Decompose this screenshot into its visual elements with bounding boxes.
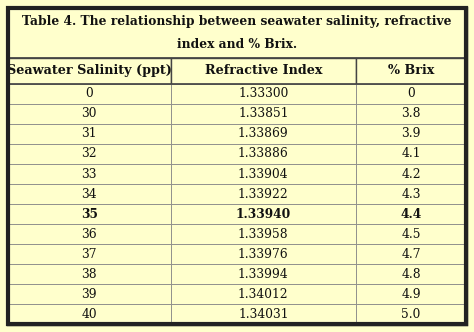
Bar: [8, 224, 171, 244]
Text: Refractive Index: Refractive Index: [205, 64, 322, 77]
Text: 4.1: 4.1: [401, 147, 421, 160]
Bar: [356, 58, 466, 84]
Bar: [171, 284, 356, 304]
Text: 39: 39: [82, 288, 97, 300]
Bar: [171, 224, 356, 244]
Bar: [356, 264, 466, 284]
Text: 4.7: 4.7: [401, 247, 421, 261]
Text: 30: 30: [82, 108, 97, 121]
Bar: [8, 184, 171, 204]
Bar: [8, 284, 171, 304]
Bar: [171, 204, 356, 224]
Bar: [356, 84, 466, 104]
Text: 4.9: 4.9: [401, 288, 421, 300]
Text: 1.33904: 1.33904: [238, 168, 289, 181]
Bar: [8, 84, 171, 104]
Text: 34: 34: [82, 188, 97, 201]
Text: 33: 33: [82, 168, 97, 181]
Text: index and % Brix.: index and % Brix.: [177, 38, 297, 50]
Text: 1.33976: 1.33976: [238, 247, 289, 261]
Bar: [171, 164, 356, 184]
Text: 5.0: 5.0: [401, 307, 421, 320]
Text: 38: 38: [82, 268, 97, 281]
Text: 4.2: 4.2: [401, 168, 421, 181]
Bar: [356, 184, 466, 204]
Bar: [171, 144, 356, 164]
Bar: [8, 204, 171, 224]
Bar: [356, 164, 466, 184]
Bar: [356, 204, 466, 224]
Text: 0: 0: [407, 88, 415, 101]
Bar: [356, 224, 466, 244]
Bar: [171, 58, 356, 84]
Bar: [8, 124, 171, 144]
Text: 1.33940: 1.33940: [236, 208, 291, 220]
Text: 4.8: 4.8: [401, 268, 421, 281]
Text: 1.33300: 1.33300: [238, 88, 289, 101]
Text: Table 4. The relationship between seawater salinity, refractive: Table 4. The relationship between seawat…: [22, 16, 452, 29]
Bar: [171, 104, 356, 124]
Bar: [356, 284, 466, 304]
Bar: [8, 264, 171, 284]
Bar: [356, 304, 466, 324]
Text: 40: 40: [82, 307, 97, 320]
Text: 1.33958: 1.33958: [238, 227, 289, 240]
Bar: [8, 304, 171, 324]
Bar: [8, 8, 466, 58]
Bar: [356, 244, 466, 264]
Text: 1.33994: 1.33994: [238, 268, 289, 281]
Text: % Brix: % Brix: [388, 64, 434, 77]
Text: 1.33886: 1.33886: [238, 147, 289, 160]
Text: 36: 36: [82, 227, 97, 240]
Bar: [171, 264, 356, 284]
Bar: [8, 104, 171, 124]
Bar: [356, 104, 466, 124]
Text: 31: 31: [82, 127, 97, 140]
Bar: [356, 144, 466, 164]
Text: 3.9: 3.9: [401, 127, 421, 140]
Bar: [8, 144, 171, 164]
Text: 4.3: 4.3: [401, 188, 421, 201]
Text: 0: 0: [85, 88, 93, 101]
Text: 1.34012: 1.34012: [238, 288, 289, 300]
Bar: [171, 184, 356, 204]
Text: 1.33922: 1.33922: [238, 188, 289, 201]
Bar: [171, 244, 356, 264]
Bar: [356, 124, 466, 144]
Bar: [171, 84, 356, 104]
Text: Seawater Salinity (ppt): Seawater Salinity (ppt): [7, 64, 172, 77]
Text: 1.34031: 1.34031: [238, 307, 289, 320]
Text: 1.33851: 1.33851: [238, 108, 289, 121]
Bar: [8, 58, 171, 84]
Text: 35: 35: [81, 208, 98, 220]
Text: 3.8: 3.8: [401, 108, 421, 121]
Bar: [171, 124, 356, 144]
Text: 32: 32: [82, 147, 97, 160]
Bar: [171, 304, 356, 324]
Bar: [8, 164, 171, 184]
Text: 4.4: 4.4: [401, 208, 422, 220]
Text: 1.33869: 1.33869: [238, 127, 289, 140]
Bar: [8, 244, 171, 264]
Text: 4.5: 4.5: [401, 227, 421, 240]
Text: 37: 37: [82, 247, 97, 261]
